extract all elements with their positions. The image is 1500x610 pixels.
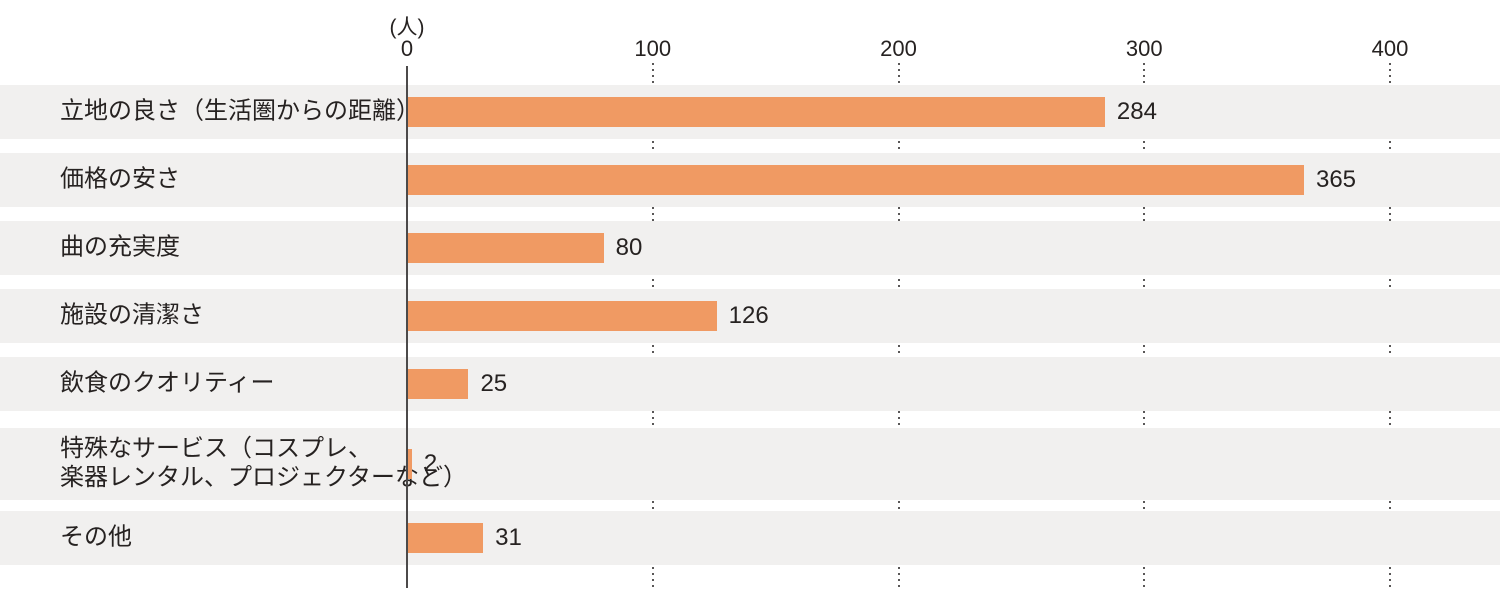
category-label: 施設の清潔さ [60,301,204,329]
value-label: 284 [1116,98,1157,125]
bar [407,97,1105,127]
x-tick-label: 0 [400,36,414,61]
chart-row: 曲の充実度 80 [0,221,1500,275]
bar [407,301,717,331]
chart-row: 特殊なサービス（コスプレ、 楽器レンタル、プロジェクターなど） 2 [0,428,1500,500]
category-label: 飲食のクオリティー [60,369,275,397]
category-label: 曲の充実度 [60,233,180,261]
zero-axis-line [406,66,408,588]
chart-row: その他 31 [0,511,1500,565]
chart-row: 価格の安さ 365 [0,153,1500,207]
bar [407,369,469,399]
axis-unit-label: (人) [389,16,425,39]
chart-row: 飲食のクオリティー 25 [0,357,1500,411]
bar [407,165,1304,195]
bar [407,233,604,263]
x-tick-label: 300 [1125,36,1163,61]
x-tick-label: 100 [634,36,672,61]
value-label: 2 [423,450,438,477]
value-label: 126 [728,302,769,329]
category-label: 価格の安さ [60,165,180,193]
bar [407,523,484,553]
value-label: 80 [615,234,643,261]
category-label: その他 [60,523,132,551]
x-tick-label: 200 [880,36,917,61]
category-label: 立地の良さ（生活圏からの距離） [60,97,420,125]
chart-row: 施設の清潔さ 126 [0,289,1500,343]
value-label: 31 [495,524,522,551]
x-tick-label: 400 [1371,36,1409,61]
bar [407,449,412,479]
value-label: 365 [1315,166,1357,193]
category-label: 特殊なサービス（コスプレ、 楽器レンタル、プロジェクターなど） [60,435,468,491]
chart-row: 立地の良さ（生活圏からの距離） 284 [0,85,1500,139]
value-label: 25 [480,370,508,397]
